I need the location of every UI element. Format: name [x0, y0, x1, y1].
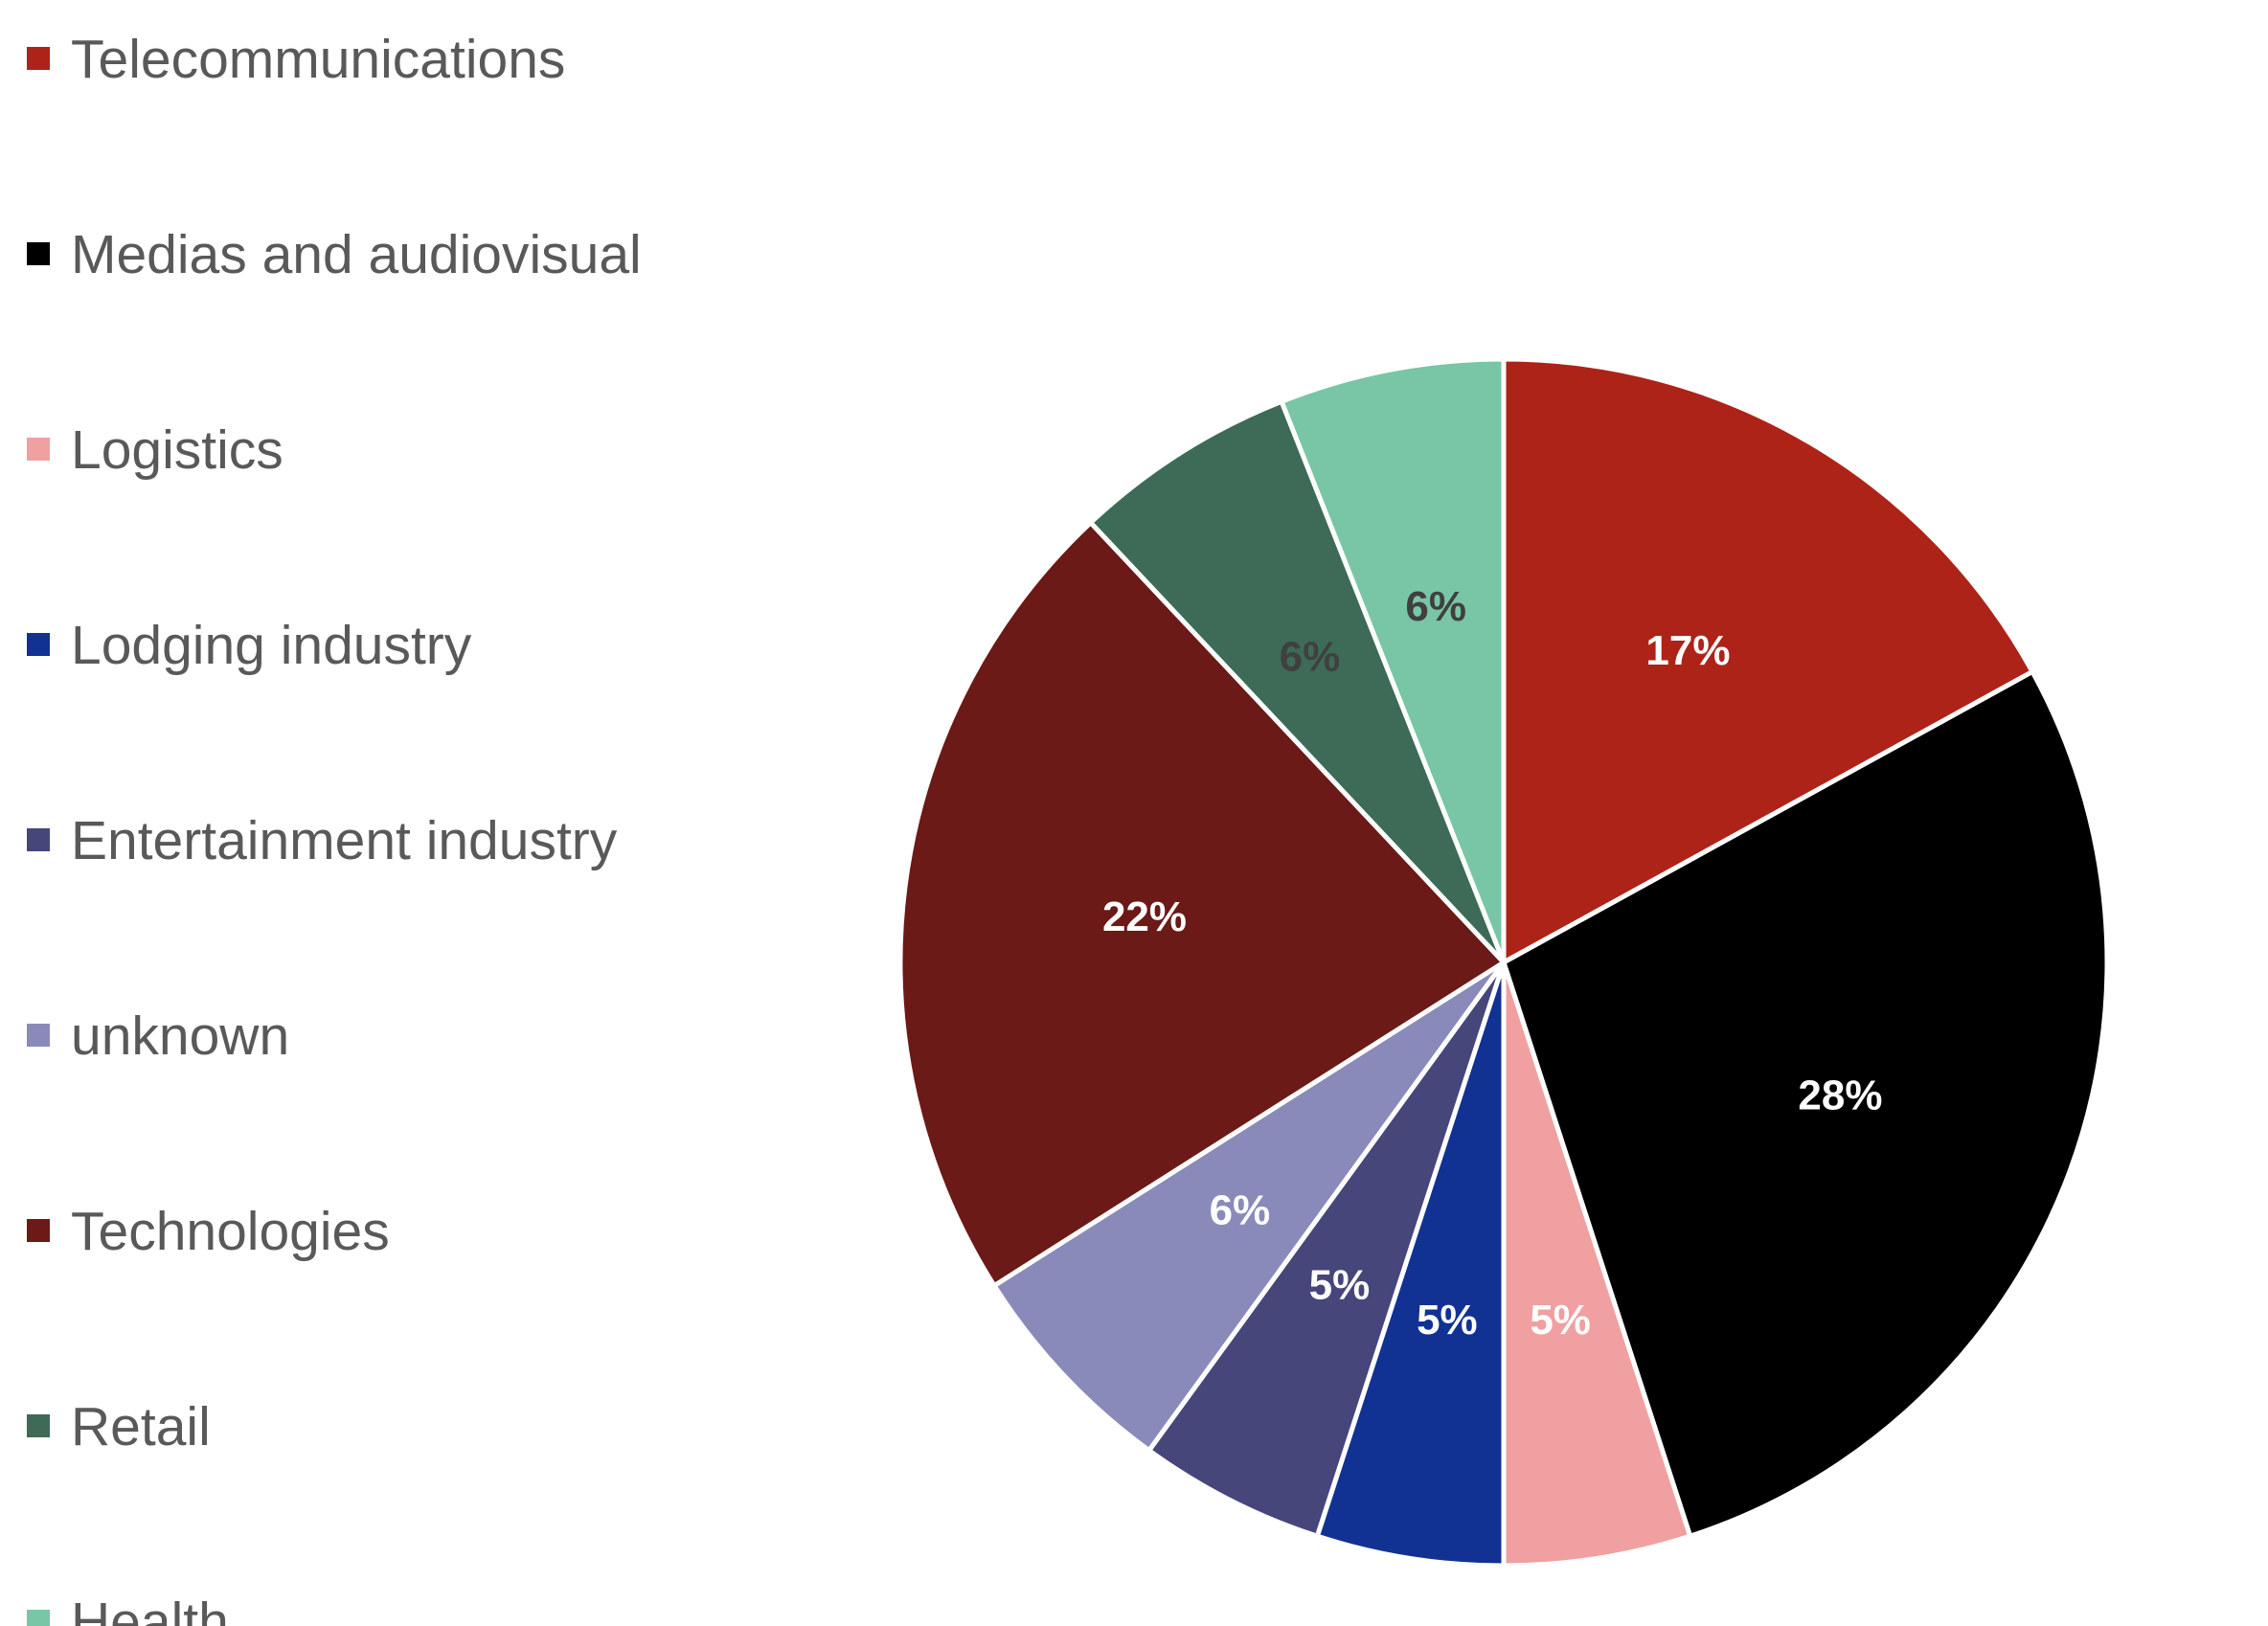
- legend-swatch: [27, 633, 50, 656]
- legend-swatch: [27, 828, 50, 851]
- legend-item-lodging-industry: Lodging industry: [27, 615, 472, 676]
- legend-label: Telecommunications: [71, 29, 565, 90]
- pie-slices: [897, 356, 2110, 1569]
- legend-item-unknown: unknown: [27, 1005, 289, 1067]
- legend-swatch: [27, 242, 50, 265]
- data-label-retail: 6%: [1280, 633, 1341, 680]
- data-label-unknown: 6%: [1210, 1186, 1271, 1233]
- legend-item-logistics: Logistics: [27, 419, 284, 481]
- legend-item-technologies: Technologies: [27, 1201, 390, 1262]
- pie-slice-retail: [1088, 398, 1507, 965]
- legend-swatch: [27, 1024, 50, 1047]
- pie-slice-telecommunications: [1501, 356, 2035, 965]
- legend-swatch: [27, 438, 50, 461]
- legend-item-retail: Retail: [27, 1396, 211, 1457]
- legend-label: Technologies: [71, 1201, 390, 1262]
- legend-label: Logistics: [71, 419, 284, 481]
- pie-slice-health: [1279, 356, 1507, 965]
- data-label-lodging-industry: 5%: [1417, 1297, 1478, 1344]
- legend: Telecommunications Medias and audiovisual…: [27, 29, 642, 1626]
- pie-slice-technologies: [897, 520, 1507, 1289]
- data-label-entertainment-industry: 5%: [1309, 1261, 1371, 1308]
- pie-slice-logistics: [1501, 960, 1693, 1569]
- pie-slice-unknown: [991, 960, 1507, 1454]
- pie-slice-medias-and-audiovisual: [1501, 668, 2110, 1539]
- data-label-telecommunications: 17%: [1645, 627, 1730, 674]
- legend-label: Entertainment industry: [71, 810, 618, 871]
- legend-item-medias-and-audiovisual: Medias and audiovisual: [27, 224, 642, 285]
- pie-data-labels: 17% 28% 5% 5% 5% 6% 22% 6% 6%: [1102, 583, 1883, 1344]
- legend-label: Retail: [71, 1396, 211, 1457]
- data-label-medias-and-audiovisual: 28%: [1798, 1073, 1882, 1119]
- legend-item-entertainment-industry: Entertainment industry: [27, 810, 618, 871]
- legend-swatch: [27, 47, 50, 70]
- legend-label: Medias and audiovisual: [71, 224, 642, 285]
- legend-item-telecommunications: Telecommunications: [27, 29, 565, 90]
- legend-swatch: [27, 1610, 50, 1626]
- data-label-logistics: 5%: [1530, 1297, 1591, 1344]
- legend-swatch: [27, 1219, 50, 1242]
- data-label-health: 6%: [1405, 583, 1466, 630]
- pie-slice-entertainment-industry: [1146, 960, 1507, 1539]
- data-label-technologies: 22%: [1102, 893, 1187, 940]
- legend-item-health: Health: [27, 1592, 229, 1626]
- legend-label: Lodging industry: [71, 615, 472, 676]
- legend-label: Health: [71, 1592, 229, 1626]
- legend-label: unknown: [71, 1005, 289, 1067]
- legend-swatch: [27, 1414, 50, 1437]
